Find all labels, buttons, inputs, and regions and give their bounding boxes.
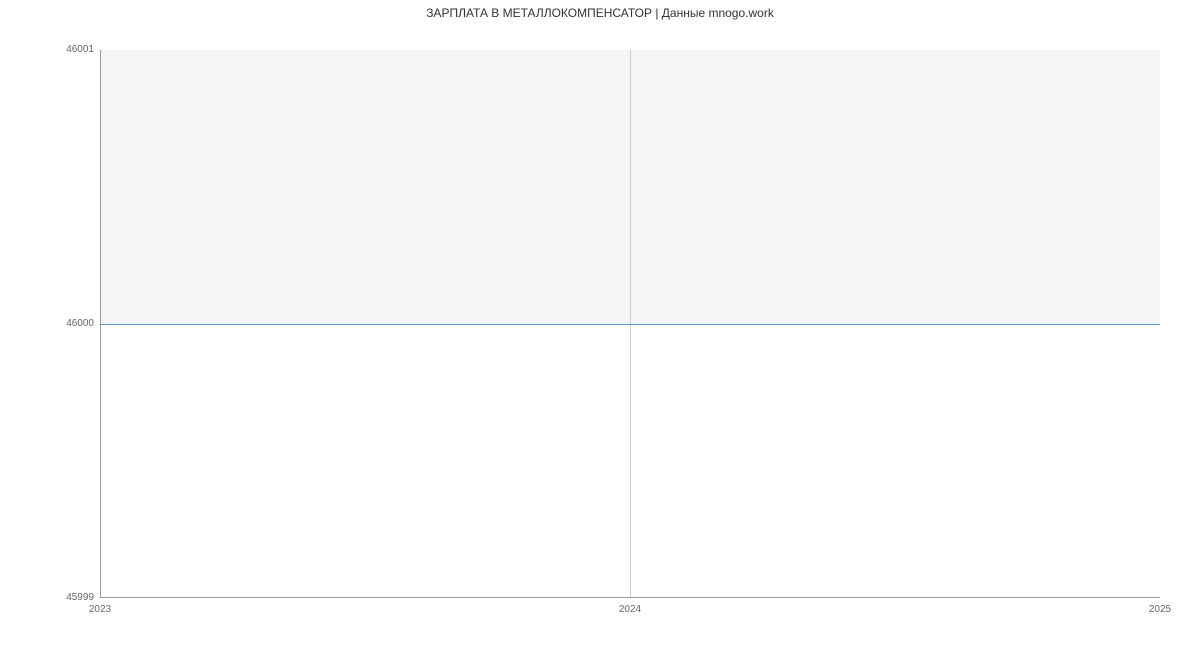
x-tick-label: 2024 bbox=[600, 604, 660, 615]
series-line bbox=[100, 324, 1160, 325]
chart-title: ЗАРПЛАТА В МЕТАЛЛОКОМПЕНСАТОР | Данные m… bbox=[0, 6, 1200, 20]
y-tick-label: 46000 bbox=[44, 318, 94, 329]
x-tick-label: 2023 bbox=[70, 604, 130, 615]
y-tick-label: 46001 bbox=[44, 44, 94, 55]
y-tick-label: 45999 bbox=[44, 592, 94, 603]
chart-container: ЗАРПЛАТА В МЕТАЛЛОКОМПЕНСАТОР | Данные m… bbox=[0, 0, 1200, 650]
x-axis-line bbox=[100, 597, 1160, 598]
x-tick-label: 2025 bbox=[1130, 604, 1190, 615]
y-axis-line bbox=[100, 50, 101, 598]
plot-area bbox=[100, 50, 1160, 598]
